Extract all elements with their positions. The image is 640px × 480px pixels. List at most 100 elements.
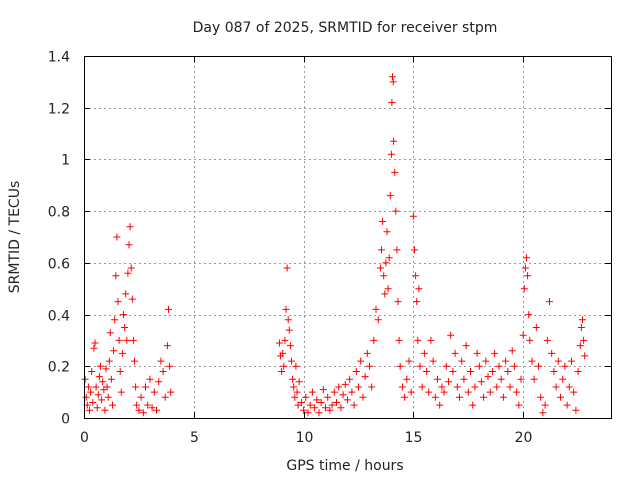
data-point [150, 388, 158, 396]
data-point [139, 409, 147, 417]
data-point [561, 362, 569, 370]
data-point [372, 305, 380, 313]
data-point [280, 362, 288, 370]
data-point [523, 254, 530, 262]
data-point [291, 393, 299, 401]
data-point [532, 324, 540, 331]
data-point [513, 388, 521, 396]
data-point [366, 362, 373, 370]
data-point [438, 383, 446, 391]
data-point [121, 324, 129, 331]
data-point [414, 336, 422, 344]
data-point [324, 393, 332, 401]
data-point [161, 393, 169, 401]
y-tick-label: 0 [61, 412, 70, 428]
y-axis-label: SRMTID / TECUs [7, 181, 23, 294]
data-point [506, 383, 514, 391]
data-point [122, 290, 130, 298]
data-point [473, 349, 481, 357]
data-point [368, 383, 376, 391]
data-point [93, 404, 101, 412]
x-tick-label: 15 [405, 430, 423, 446]
data-point [363, 349, 371, 357]
y-tick-label: 0.2 [48, 360, 70, 376]
data-point [510, 362, 518, 370]
data-point [405, 357, 413, 365]
data-point [409, 212, 417, 220]
data-point [550, 368, 558, 375]
data-point [519, 331, 527, 339]
data-point [286, 342, 294, 350]
data-point [537, 393, 545, 401]
data-point [391, 168, 399, 176]
data-point [300, 406, 308, 414]
data-point [524, 272, 532, 280]
data-point [105, 357, 113, 365]
data-point [482, 357, 490, 365]
data-point [128, 295, 136, 303]
data-point [275, 339, 283, 347]
data-point [427, 336, 435, 344]
data-point [293, 388, 301, 396]
x-axis-label: GPS time / hours [286, 458, 403, 474]
data-point [440, 388, 448, 396]
chart-title: Day 087 of 2025, SRMTID for receiver stp… [193, 20, 498, 36]
data-point [109, 401, 116, 409]
data-point [398, 383, 406, 391]
data-point [543, 336, 551, 344]
data-point [144, 401, 152, 409]
data-point [135, 406, 143, 414]
data-point [89, 399, 97, 406]
y-tick-label: 1 [61, 153, 70, 169]
data-point [381, 290, 389, 298]
data-point [328, 401, 336, 409]
data-point [319, 386, 327, 394]
data-point [392, 207, 400, 215]
data-point [81, 375, 89, 383]
data-point [520, 285, 528, 293]
data-point [118, 349, 126, 357]
data-point [552, 383, 560, 391]
data-point [90, 344, 98, 352]
data-point [282, 305, 290, 313]
data-points [81, 73, 589, 417]
data-point [389, 78, 397, 86]
data-point [565, 383, 573, 391]
data-point [132, 383, 140, 391]
data-point [278, 368, 286, 375]
data-point [467, 368, 474, 375]
data-point [425, 388, 433, 396]
data-point [120, 311, 127, 319]
data-point [572, 406, 580, 414]
data-point [95, 373, 103, 381]
data-point [126, 223, 134, 231]
data-point [116, 368, 124, 375]
data-point [285, 326, 293, 334]
data-point [411, 246, 418, 254]
data-point [471, 383, 479, 391]
data-point [568, 357, 575, 365]
data-point [166, 362, 174, 370]
data-point [302, 393, 310, 401]
x-tick-label: 0 [80, 430, 89, 446]
data-point [142, 383, 149, 391]
data-point [292, 362, 300, 370]
data-point [576, 342, 584, 350]
data-point [539, 409, 547, 417]
data-point [488, 368, 496, 375]
data-point [477, 378, 485, 386]
y-tick-label: 1.2 [48, 102, 70, 118]
data-point [497, 375, 505, 383]
data-point [104, 393, 112, 401]
data-point [415, 285, 423, 293]
data-point [383, 228, 391, 236]
data-point [88, 368, 96, 375]
data-point [102, 365, 110, 373]
data-point [508, 347, 516, 355]
data-point [580, 336, 588, 344]
data-point [385, 254, 393, 262]
x-tick-label: 10 [296, 430, 314, 446]
data-point [401, 393, 409, 401]
plot-frame [84, 56, 612, 419]
data-point [131, 357, 138, 365]
